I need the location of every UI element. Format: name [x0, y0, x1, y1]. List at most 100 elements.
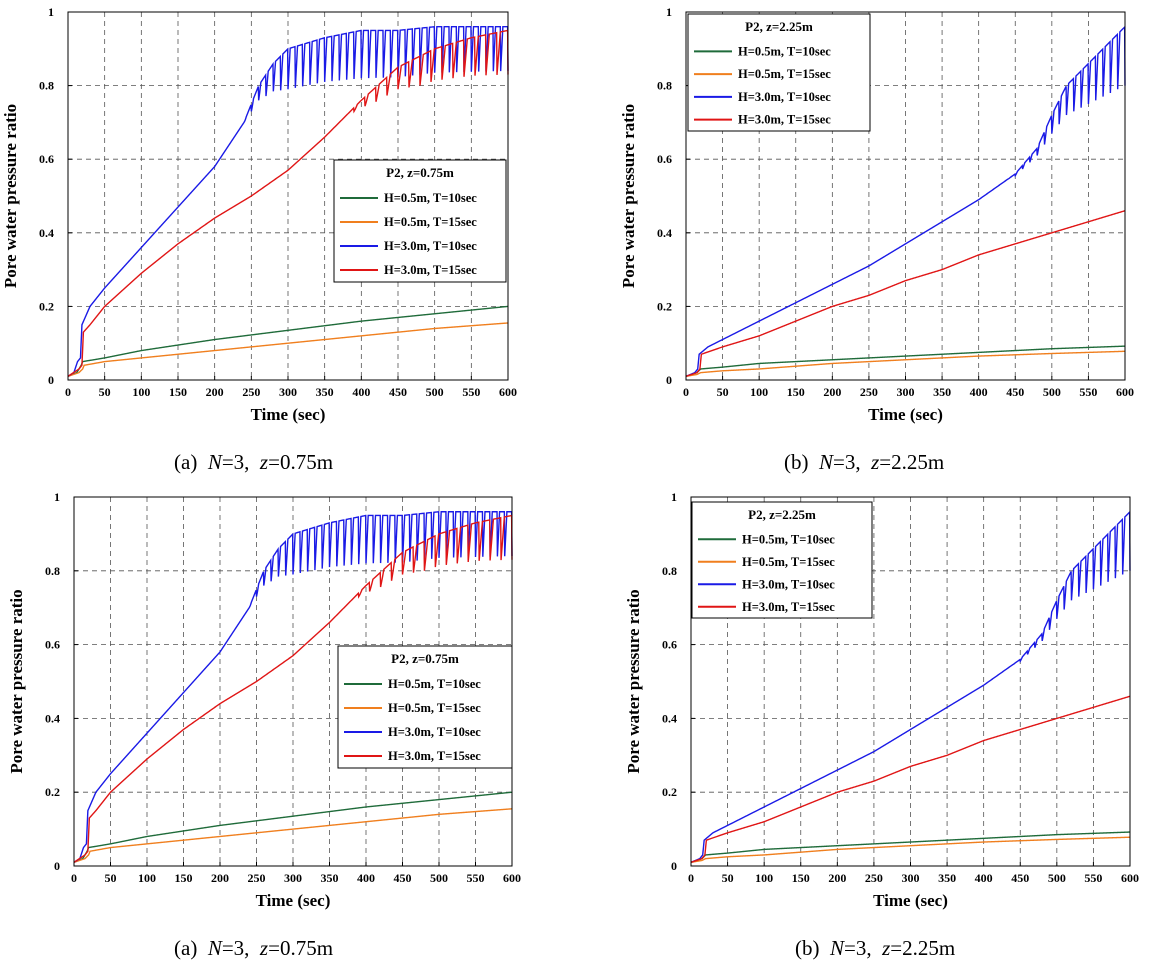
- x-axis-title: Time (sec): [873, 891, 948, 910]
- series-line-3: [685, 210, 1126, 377]
- legend-title: P2, z=0.75m: [391, 651, 459, 666]
- y-axis-title: Pore water pressure ratio: [1, 104, 20, 288]
- legend-label: H=3.0m, T=10sec: [738, 90, 831, 104]
- x-axis-title: Time (sec): [868, 405, 943, 424]
- legend-label: H=0.5m, T=10sec: [384, 191, 477, 205]
- x-tick-label: 400: [970, 385, 988, 399]
- series-line-2: [690, 510, 1131, 863]
- y-tick-label: 0.8: [39, 79, 54, 93]
- x-tick-label: 200: [206, 385, 224, 399]
- y-tick-label: 0.4: [657, 226, 672, 240]
- chart-a-top: 0 50 100 150 200 250 300 350 400 450 500 550 600 0 0.2…: [1, 5, 517, 424]
- x-tick-label: 150: [792, 871, 810, 885]
- x-tick-label: 450: [389, 385, 407, 399]
- x-tick-label: 600: [499, 385, 517, 399]
- x-tick-label: 100: [755, 871, 773, 885]
- x-tick-label: 250: [242, 385, 260, 399]
- series-line-3: [67, 29, 509, 377]
- chart-panel-a-top: 0 50 100 150 200 250 300 350 400 450 500 550 600 0 0.2…: [0, 0, 560, 485]
- legend-box: [687, 13, 871, 132]
- x-tick-label: 150: [787, 385, 805, 399]
- x-tick-label: 600: [1121, 871, 1139, 885]
- x-tick-label: 450: [1011, 871, 1029, 885]
- legend-label: H=0.5m, T=15sec: [742, 555, 835, 569]
- x-tick-label: 550: [467, 871, 485, 885]
- legend-label: H=3.0m, T=10sec: [384, 239, 477, 253]
- x-tick-label: 250: [860, 385, 878, 399]
- y-tick-label: 0.2: [662, 785, 677, 799]
- legend-label: H=3.0m, T=10sec: [388, 725, 481, 739]
- legend-label: H=0.5m, T=15sec: [384, 215, 477, 229]
- caption-a-top: (a) N=3, z=0.75m: [174, 450, 334, 474]
- legend-label: H=3.0m, T=15sec: [384, 263, 477, 277]
- x-tick-label: 300: [902, 871, 920, 885]
- x-tick-label: 250: [248, 871, 266, 885]
- x-tick-label: 400: [975, 871, 993, 885]
- x-tick-label: 50: [105, 871, 117, 885]
- y-axis-title: Pore water pressure ratio: [624, 589, 643, 773]
- y-tick-label: 1: [48, 5, 54, 19]
- x-tick-label: 350: [938, 871, 956, 885]
- series-line-3: [690, 695, 1131, 863]
- x-tick-label: 300: [897, 385, 915, 399]
- chart-panel-b-top: 0 50 100 150 200 250 300 350 400 450 500 550 600 0 0.2…: [619, 5, 1134, 424]
- x-tick-label: 550: [1084, 871, 1102, 885]
- x-tick-label: 550: [1079, 385, 1097, 399]
- y-tick-label: 0: [48, 373, 54, 387]
- x-tick-label: 0: [683, 385, 689, 399]
- x-tick-label: 350: [321, 871, 339, 885]
- y-tick-label: 0.4: [39, 226, 54, 240]
- x-tick-label: 0: [71, 871, 77, 885]
- x-tick-label: 200: [211, 871, 229, 885]
- x-tick-label: 300: [279, 385, 297, 399]
- x-tick-label: 500: [426, 385, 444, 399]
- y-tick-label: 0.6: [657, 152, 672, 166]
- legend-box: [691, 501, 873, 619]
- y-tick-label: 0.6: [45, 638, 60, 652]
- x-tick-label: 150: [175, 871, 193, 885]
- legend-label: H=0.5m, T=10sec: [388, 677, 481, 691]
- legend-label: H=3.0m, T=15sec: [742, 600, 835, 614]
- legend-label: H=3.0m, T=15sec: [738, 113, 831, 127]
- y-tick-label: 0.4: [45, 711, 60, 725]
- x-tick-label: 450: [1006, 385, 1024, 399]
- y-tick-label: 0.4: [662, 711, 677, 725]
- x-tick-label: 450: [394, 871, 412, 885]
- caption-b-bottom: (b) N=3, z=2.25m: [795, 936, 956, 960]
- x-tick-label: 50: [722, 871, 734, 885]
- series-line-1: [690, 836, 1131, 864]
- x-tick-label: 300: [284, 871, 302, 885]
- y-tick-label: 0: [666, 373, 672, 387]
- series-line-0: [685, 345, 1126, 377]
- x-tick-label: 200: [828, 871, 846, 885]
- chart-b-top: 0 50 100 150 200 250 300 350 400 450 500 550 600 0 0.2…: [619, 5, 1134, 424]
- x-tick-label: 50: [717, 385, 729, 399]
- x-tick-label: 350: [316, 385, 334, 399]
- x-tick-label: 400: [352, 385, 370, 399]
- x-tick-label: 400: [357, 871, 375, 885]
- y-tick-label: 0.8: [662, 564, 677, 578]
- x-tick-label: 150: [169, 385, 187, 399]
- caption-a-bottom: (a) N=3, z=0.75m: [174, 936, 334, 960]
- y-tick-label: 0.6: [662, 638, 677, 652]
- x-tick-label: 50: [99, 385, 111, 399]
- y-tick-label: 1: [666, 5, 672, 19]
- x-tick-label: 100: [750, 385, 768, 399]
- series-line-0: [73, 791, 513, 863]
- y-tick-label: 0.8: [657, 79, 672, 93]
- y-tick-label: 1: [54, 490, 60, 504]
- x-tick-label: 100: [138, 871, 156, 885]
- series-line-0: [67, 305, 509, 377]
- y-tick-label: 1: [671, 490, 677, 504]
- series-line-1: [685, 350, 1126, 378]
- chart-b-bottom: 0 50 100 150 200 250 300 350 400 450 500 550 600 0 0.2…: [624, 490, 1139, 910]
- legend-label: H=0.5m, T=10sec: [742, 532, 835, 546]
- legend-label: H=0.5m, T=10sec: [738, 44, 831, 58]
- x-tick-label: 0: [688, 871, 694, 885]
- y-tick-label: 0: [54, 859, 60, 873]
- x-tick-label: 600: [503, 871, 521, 885]
- y-axis-title: Pore water pressure ratio: [7, 589, 26, 773]
- series-line-1: [67, 322, 509, 377]
- y-tick-label: 0.6: [39, 152, 54, 166]
